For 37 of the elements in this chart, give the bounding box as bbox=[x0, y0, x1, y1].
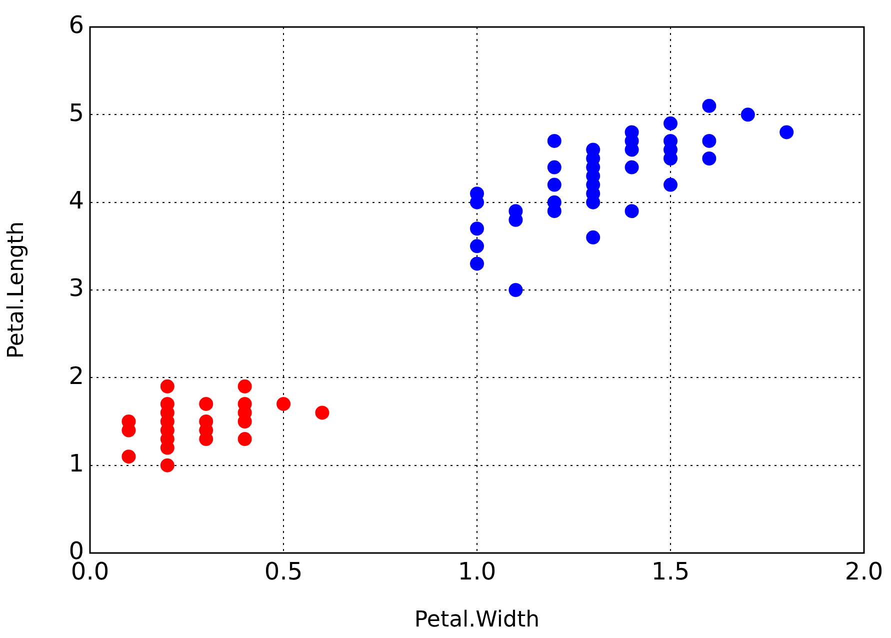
x-tick-label: 2.0 bbox=[844, 558, 884, 586]
point bbox=[586, 230, 600, 244]
point bbox=[276, 396, 290, 411]
point bbox=[624, 160, 639, 174]
x-tick-label: 1.0 bbox=[458, 558, 496, 586]
y-tick-label: 2 bbox=[68, 362, 84, 390]
point bbox=[740, 108, 755, 122]
y-axis-title: Petal.Length bbox=[4, 221, 29, 359]
y-tick-label: 3 bbox=[68, 274, 84, 302]
x-tick-label: 1.5 bbox=[651, 558, 690, 586]
x-axis-title: Petal.Width bbox=[414, 608, 540, 633]
point bbox=[122, 450, 136, 464]
point bbox=[238, 379, 252, 394]
y-tick-label: 5 bbox=[68, 98, 84, 127]
point bbox=[702, 152, 716, 166]
point bbox=[470, 239, 484, 254]
point bbox=[780, 125, 794, 140]
point bbox=[702, 98, 716, 113]
point bbox=[470, 222, 484, 236]
point bbox=[547, 160, 562, 174]
y-tick-label: 4 bbox=[68, 186, 84, 215]
point bbox=[702, 134, 716, 148]
point bbox=[470, 256, 484, 271]
point bbox=[238, 432, 252, 446]
point bbox=[315, 406, 330, 420]
point bbox=[508, 283, 523, 297]
point bbox=[664, 178, 678, 192]
point bbox=[160, 458, 174, 472]
point bbox=[664, 116, 678, 130]
x-tick-label: 0.5 bbox=[264, 558, 303, 586]
point bbox=[547, 134, 562, 148]
y-tick-label: 6 bbox=[68, 11, 84, 40]
point bbox=[160, 379, 174, 394]
y-tick-label: 1 bbox=[68, 450, 84, 478]
point bbox=[199, 396, 214, 411]
point bbox=[624, 204, 639, 218]
point bbox=[547, 178, 562, 192]
